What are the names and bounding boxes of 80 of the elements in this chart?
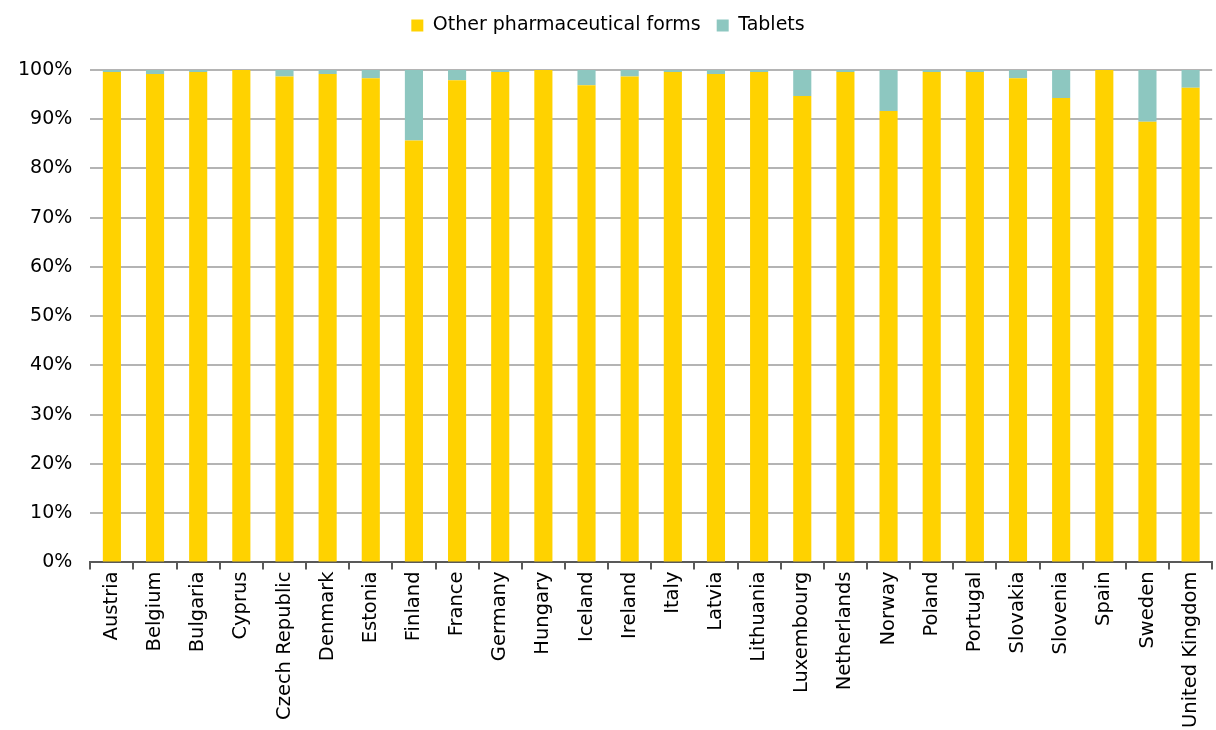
x-tick-label: Spain: [1091, 571, 1115, 626]
y-tick-label: 90%: [30, 106, 73, 129]
bar: [1008, 78, 1028, 562]
bar: [836, 71, 855, 562]
y-tick-label: 20%: [30, 450, 73, 473]
x-tick-label: Slovakia: [1005, 571, 1029, 654]
legend-label: Other pharmaceutical forms: [432, 12, 701, 35]
x-tick-label: Norway: [875, 571, 899, 646]
x-tick-label: France: [444, 571, 468, 637]
bar: [145, 70, 165, 74]
y-tick-label: 80%: [30, 155, 73, 178]
x-tick-label: Iceland: [573, 571, 597, 643]
bar: [706, 70, 726, 74]
x-tick-label: Germany: [487, 571, 511, 662]
x-tick-label: Poland: [918, 571, 942, 637]
bar: [491, 71, 510, 562]
x-tick-label: Estonia: [357, 571, 381, 644]
bar: [965, 71, 984, 562]
y-tick-label: 30%: [30, 401, 73, 424]
bar: [1181, 70, 1200, 88]
bar: [189, 71, 208, 562]
bar: [448, 70, 467, 81]
y-tick-label: 0%: [42, 549, 73, 572]
bar: [404, 70, 423, 141]
bar: [361, 78, 380, 562]
x-tick-label: Sweden: [1134, 571, 1158, 649]
bar: [793, 96, 812, 562]
x-tick-label: United Kingdom: [1177, 571, 1201, 728]
bar: [879, 70, 898, 111]
x-tick-label: Luxembourg: [789, 571, 813, 694]
bar: [620, 76, 639, 562]
bar: [1052, 70, 1071, 99]
bar: [577, 70, 596, 86]
bar: [1008, 70, 1028, 79]
x-tick-label: Italy: [659, 571, 683, 614]
y-tick-label: 70%: [30, 204, 73, 227]
bar: [793, 70, 812, 97]
bar: [275, 76, 294, 562]
bar: [102, 71, 121, 562]
y-tick-label: 60%: [30, 253, 73, 276]
bar: [275, 70, 294, 77]
bar: [922, 71, 941, 562]
x-tick-label: Lithuania: [746, 571, 770, 662]
x-tick-label: Belgium: [142, 571, 166, 652]
bar: [361, 70, 380, 79]
bar: [534, 70, 553, 562]
x-tick-label: Ireland: [616, 571, 640, 639]
bar: [318, 70, 337, 74]
y-tick-label: 100%: [17, 56, 73, 79]
x-tick-label: Finland: [400, 571, 424, 642]
bar: [1095, 70, 1114, 562]
bar: [145, 73, 165, 562]
bar: [706, 73, 726, 562]
bar: [879, 110, 898, 562]
x-tick-label: Denmark: [314, 570, 338, 662]
bar: [1052, 98, 1071, 562]
bar: [750, 71, 769, 562]
y-tick-label: 10%: [30, 500, 73, 523]
bar: [1138, 121, 1157, 562]
legend-label: Tablets: [737, 12, 805, 35]
y-tick-label: 50%: [30, 303, 73, 326]
bar: [404, 140, 423, 562]
x-tick-label: Latvia: [703, 571, 727, 631]
x-tick-label: Portugal: [961, 571, 985, 653]
x-tick-label: Slovenia: [1048, 571, 1072, 655]
x-tick-label: Austria: [98, 571, 122, 641]
bar: [577, 85, 596, 562]
bar: [448, 80, 467, 562]
x-tick-label: Netherlands: [832, 571, 856, 691]
x-tick-label: Hungary: [530, 571, 554, 655]
bar: [663, 71, 682, 562]
y-tick-label: 40%: [30, 352, 73, 375]
bar: [232, 70, 251, 562]
x-tick-label: Czech Republic: [271, 571, 295, 720]
bar: [1181, 87, 1200, 562]
x-tick-label: Cyprus: [228, 571, 252, 640]
bar: [318, 73, 337, 562]
bar: [620, 70, 639, 77]
bar: [1138, 70, 1157, 122]
x-tick-label: Bulgaria: [185, 571, 209, 653]
